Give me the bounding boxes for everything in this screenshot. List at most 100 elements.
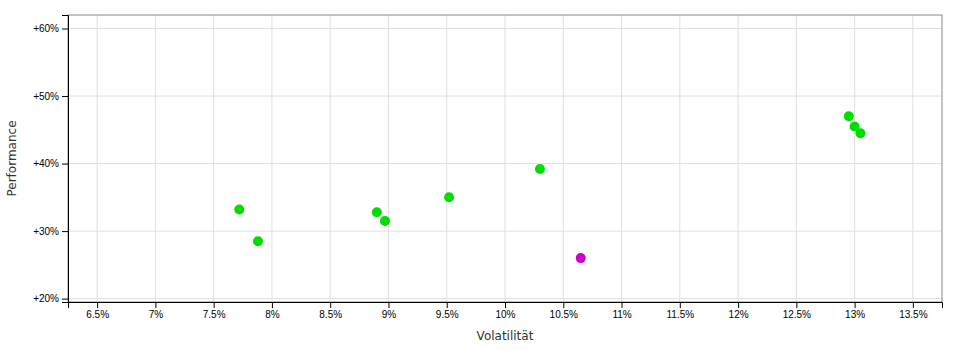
tick-mark [62, 299, 68, 300]
axis-line [62, 16, 69, 303]
tick: 9% [382, 302, 397, 320]
tick-mark [622, 302, 623, 308]
grid-line-y [68, 28, 942, 29]
point [380, 216, 390, 226]
tick: 10.5% [550, 302, 578, 320]
grid-line-y [68, 298, 942, 299]
grid-line-y [68, 96, 942, 97]
tick-mark [272, 302, 273, 308]
tick-label: +30% [33, 226, 59, 237]
grid-line-x [679, 15, 680, 302]
tick: 12% [729, 302, 749, 320]
tick: +40% [33, 158, 68, 169]
tick-label: 7.5% [203, 309, 226, 320]
tick-label: 12.5% [783, 309, 811, 320]
tick-mark [505, 302, 506, 308]
tick-label: 9.5% [436, 309, 459, 320]
grid-line-x [271, 15, 272, 302]
tick: +20% [33, 293, 68, 304]
tick-mark [563, 302, 564, 308]
tick-mark [62, 164, 68, 165]
grid-line-x [621, 15, 622, 302]
tick-label: 11% [612, 309, 631, 320]
tick-mark [330, 302, 331, 308]
tick-label: 7% [149, 309, 164, 320]
tick: +30% [33, 226, 68, 237]
grid-line-x [738, 15, 739, 302]
points [234, 111, 865, 263]
tick-label: 10% [495, 309, 515, 320]
tick: +60% [33, 23, 68, 34]
tick: 11.5% [666, 302, 694, 320]
tick-mark [447, 302, 448, 308]
plot: 6.5% 7% 7.5% 8% 8.5% 9% 9.5% 10% 10.5% 11% 11.5% 12… [33, 15, 942, 320]
y-axis: +20% +30% +40% +50% +60% [33, 16, 68, 305]
grid-line-x [97, 15, 98, 302]
tick-mark [913, 302, 914, 308]
tick-mark [738, 302, 739, 308]
point [253, 236, 263, 246]
grid-line-y [68, 163, 942, 164]
point [234, 204, 244, 214]
point [444, 192, 454, 202]
tick: 10% [495, 302, 515, 320]
tick-mark [796, 302, 797, 308]
tick-mark [214, 302, 215, 308]
tick-mark [855, 302, 856, 308]
grid-line-x [446, 15, 447, 302]
grid-line-y [68, 231, 942, 232]
tick-label: 13.5% [899, 309, 927, 320]
tick-label: 13% [845, 309, 865, 320]
tick: 12.5% [783, 302, 811, 320]
axis-line [69, 303, 943, 309]
grid-line-x [330, 15, 331, 302]
grid-line-x [388, 15, 389, 302]
chart: 6.5% 7% 7.5% 8% 8.5% 9% 9.5% 10% 10.5% 11% 11.5% 12… [0, 0, 966, 350]
grid-line-x [912, 15, 913, 302]
grid-line-x [213, 15, 214, 302]
grid-line-x [155, 15, 156, 302]
tick: 7% [149, 302, 164, 320]
point [535, 164, 545, 174]
tick-label: +60% [33, 23, 59, 34]
tick-mark [62, 231, 68, 232]
grid-line-x [505, 15, 506, 302]
x-axis-title: Volatilität [477, 329, 534, 343]
tick-label: 6.5% [86, 309, 109, 320]
tick-label: 8.5% [319, 309, 342, 320]
tick-mark [97, 302, 98, 308]
tick-label: +40% [33, 158, 59, 169]
tick: 8.5% [319, 302, 342, 320]
tick-label: 10.5% [550, 309, 578, 320]
tick-label: +50% [33, 91, 59, 102]
tick: +50% [33, 91, 68, 102]
point [844, 111, 854, 121]
point [372, 207, 382, 217]
tick-mark [388, 302, 389, 308]
tick-label: 8% [265, 309, 280, 320]
tick: 6.5% [86, 302, 109, 320]
plot-frame [68, 15, 942, 302]
point [576, 253, 586, 263]
tick: 13.5% [899, 302, 927, 320]
tick: 11% [612, 302, 631, 320]
tick-mark [62, 29, 68, 30]
tick: 8% [265, 302, 280, 320]
tick-mark [680, 302, 681, 308]
tick: 9.5% [436, 302, 459, 320]
tick: 13% [845, 302, 865, 320]
grid-line-x [563, 15, 564, 302]
tick: 7.5% [203, 302, 226, 320]
tick-label: +20% [33, 293, 59, 304]
tick-label: 12% [729, 309, 749, 320]
tick-label: 11.5% [666, 309, 694, 320]
tick-label: 9% [382, 309, 397, 320]
tick-mark [155, 302, 156, 308]
point [855, 128, 865, 138]
y-axis-title: Performance [5, 120, 19, 196]
grid [68, 15, 942, 302]
x-axis: 6.5% 7% 7.5% 8% 8.5% 9% 9.5% 10% 10.5% 11% 11.5% 12… [69, 302, 943, 320]
grid-line-x [796, 15, 797, 302]
grid-line-x [854, 15, 855, 302]
tick-mark [62, 96, 68, 97]
